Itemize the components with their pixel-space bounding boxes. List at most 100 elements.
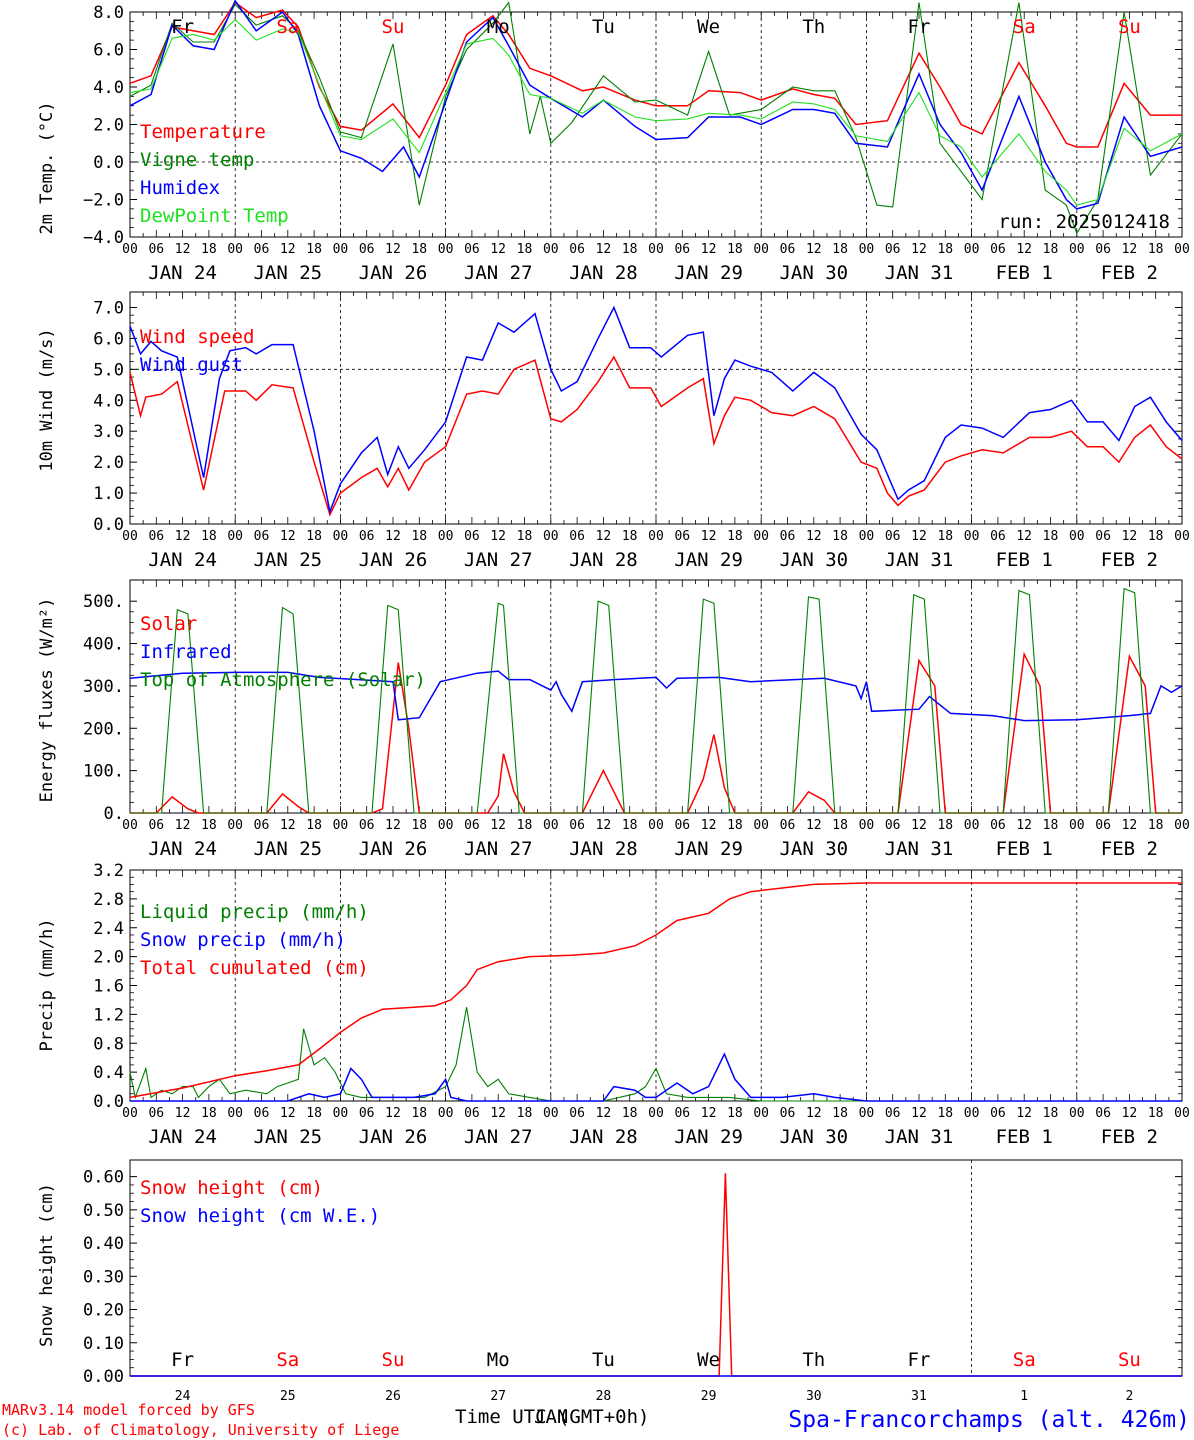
date-label: JAN 30 [779, 1126, 848, 1148]
series-line-3 [129, 882, 1182, 1099]
date-label: JAN 30 [779, 262, 848, 284]
hour-label: 18 [937, 242, 953, 257]
date-label: JAN 26 [359, 1126, 428, 1148]
hour-label: 00 [1069, 242, 1085, 257]
date-label: JAN 24 [148, 549, 217, 571]
hour-label: 12 [806, 242, 822, 257]
y-tick-label: 100. [83, 762, 124, 782]
hour-label: 00 [964, 818, 980, 833]
snow-day-name: Fr [171, 1349, 194, 1371]
hour-label: 06 [990, 242, 1006, 257]
hour-label: 18 [832, 529, 848, 544]
day-name: Mo [487, 16, 510, 38]
hour-label: 12 [280, 529, 296, 544]
hour-label: 06 [148, 529, 164, 544]
y-tick-label: 4.0 [93, 391, 124, 411]
hour-label: 06 [254, 818, 270, 833]
legend-entry: Liquid precip (mm/h) [140, 901, 369, 923]
hour-label: 00 [648, 242, 664, 257]
hour-label: 06 [885, 1106, 901, 1121]
hour-label: 00 [1174, 1106, 1190, 1121]
day-name: Su [1118, 16, 1141, 38]
snow-day-name: Sa [276, 1349, 299, 1371]
hour-label: 18 [306, 242, 322, 257]
hour-label: 00 [648, 529, 664, 544]
y-tick-label: 1.0 [93, 484, 124, 504]
y-tick-label: 200. [83, 719, 124, 739]
y-tick-label: 8.0 [93, 3, 124, 23]
y-tick-label: 0.0 [93, 1092, 124, 1112]
hour-label: 00 [1069, 1106, 1085, 1121]
hour-label: 00 [122, 242, 138, 257]
hour-label: 06 [254, 242, 270, 257]
hour-label: 12 [701, 529, 717, 544]
hour-label: 00 [227, 1106, 243, 1121]
hour-label: 06 [148, 1106, 164, 1121]
hour-label: 06 [990, 818, 1006, 833]
hour-label: 06 [1095, 1106, 1111, 1121]
hour-label: 00 [753, 242, 769, 257]
hour-label: 00 [964, 1106, 980, 1121]
hour-label: 18 [411, 1106, 427, 1121]
legend-entry: Temperature [140, 121, 266, 143]
hour-label: 12 [701, 818, 717, 833]
hour-label: 12 [175, 1106, 191, 1121]
y-axis-label: Energy fluxes (W/m²) [37, 598, 57, 803]
day-number: 30 [806, 1389, 822, 1404]
hour-label: 12 [596, 818, 612, 833]
y-tick-label: 0.60 [83, 1168, 124, 1188]
hour-label: 00 [333, 818, 349, 833]
hour-label: 18 [1043, 529, 1059, 544]
hour-label: 18 [1148, 242, 1164, 257]
date-label: FEB 2 [1101, 549, 1158, 571]
footer-lab: (c) Lab. of Climatology, University of L… [2, 1421, 399, 1439]
date-label: JAN 25 [253, 262, 322, 284]
hour-label: 00 [227, 529, 243, 544]
snow-day-name: Mo [487, 1349, 510, 1371]
hour-label: 18 [727, 242, 743, 257]
run-label: run: 2025012418 [998, 211, 1170, 233]
date-label: JAN 27 [464, 549, 533, 571]
date-label: JAN 29 [674, 262, 743, 284]
time-axis-label: Time UTC (GMT+0h) [455, 1406, 649, 1428]
legend-entry: Vigne temp [140, 149, 254, 171]
y-tick-label: 400. [83, 635, 124, 655]
hour-label: 12 [1122, 1106, 1138, 1121]
panel-3: 500. 400. 300. 200. 100. 0. Energy fluxes (W/m… [37, 579, 1190, 860]
hour-label: 06 [569, 529, 585, 544]
hour-label: 06 [359, 818, 375, 833]
date-label: FEB 2 [1101, 1126, 1158, 1148]
series-line-1 [130, 1173, 1182, 1377]
hour-label: 18 [306, 818, 322, 833]
y-tick-label: 0.30 [83, 1267, 124, 1287]
y-tick-label: 0. [104, 804, 124, 824]
y-tick-label: 5.0 [93, 360, 124, 380]
y-tick-label: 1.2 [93, 1005, 124, 1025]
series-line-1 [129, 1007, 1182, 1102]
hour-label: 06 [569, 242, 585, 257]
hour-label: 00 [543, 1106, 559, 1121]
y-axis-label: Precip (mm/h) [37, 918, 57, 1051]
hour-label: 00 [859, 529, 875, 544]
y-tick-label: 2.0 [93, 453, 124, 473]
date-label: FEB 1 [996, 262, 1053, 284]
series-line-1 [129, 1, 1182, 148]
hour-label: 06 [464, 1106, 480, 1121]
date-label: JAN 28 [569, 549, 638, 571]
hour-label: 12 [175, 529, 191, 544]
hour-label: 12 [806, 818, 822, 833]
hour-label: 00 [964, 529, 980, 544]
date-label: FEB 1 [996, 549, 1053, 571]
hour-label: 18 [1148, 1106, 1164, 1121]
y-tick-label: 3.0 [93, 422, 124, 442]
hour-label: 12 [806, 529, 822, 544]
hour-label: 18 [937, 529, 953, 544]
series-line-2 [130, 1052, 1182, 1102]
y-axis-label: Snow height (cm) [37, 1183, 57, 1347]
plot-frame [129, 11, 1183, 238]
hour-label: 18 [1148, 529, 1164, 544]
hour-label: 12 [490, 1106, 506, 1121]
panel-1: 8.0 6.0 4.0 2.0 0.0 −2.0 −4.0 2m Temp. (°C) Temp… [37, 0, 1190, 284]
date-label: JAN 26 [359, 549, 428, 571]
